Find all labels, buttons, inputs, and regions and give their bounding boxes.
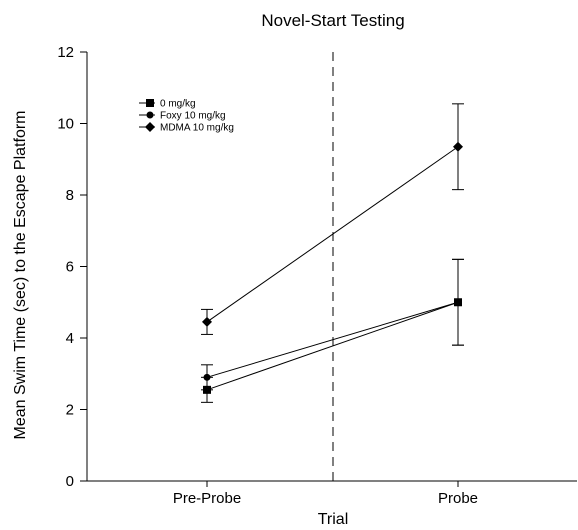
series-line xyxy=(206,301,459,378)
series-line xyxy=(206,146,459,323)
legend-marker xyxy=(146,111,154,119)
legend-marker xyxy=(146,99,154,107)
y-tick-label: 2 xyxy=(66,402,74,419)
plot-area xyxy=(201,103,464,403)
y-tick-label: 10 xyxy=(57,116,74,133)
x-tick-label: Probe xyxy=(438,490,478,507)
y-tick-label: 4 xyxy=(66,330,74,347)
legend-marker xyxy=(145,122,155,132)
legend-label: 0 mg/kg xyxy=(160,99,196,110)
x-tick-label: Pre-Probe xyxy=(173,490,241,507)
series-line xyxy=(206,301,459,391)
data-point xyxy=(203,373,211,381)
axes: 0 2 4 6 8 10 12 Pre-Probe Probe xyxy=(57,44,577,507)
data-point xyxy=(202,316,212,327)
data-point xyxy=(454,298,462,306)
series-group xyxy=(201,103,464,335)
series-group xyxy=(201,258,464,391)
legend-label: MDMA 10 mg/kg xyxy=(160,123,234,134)
legend-label: Foxy 10 mg/kg xyxy=(160,111,226,122)
y-tick-label: 6 xyxy=(66,259,74,276)
y-tick-label: 8 xyxy=(66,187,74,204)
y-tick-label: 12 xyxy=(57,44,74,61)
y-axis-label: Mean Swim Time (sec) to the Escape Platf… xyxy=(12,111,29,440)
y-tick-label: 0 xyxy=(66,473,74,490)
data-point xyxy=(453,141,463,152)
chart-title: Novel-Start Testing xyxy=(261,11,404,30)
x-axis-label: Trial xyxy=(318,511,349,528)
